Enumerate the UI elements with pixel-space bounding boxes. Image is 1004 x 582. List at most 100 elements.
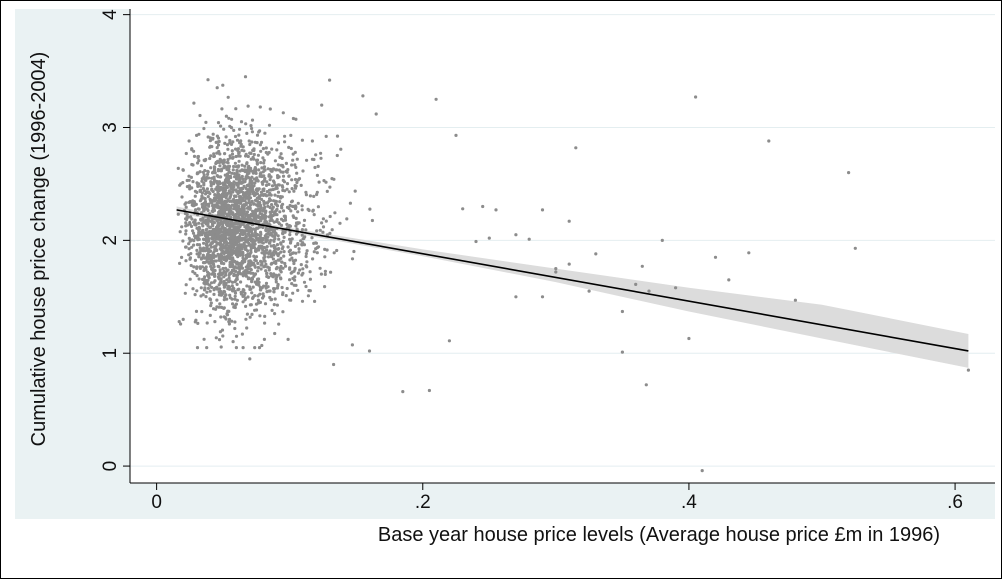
data-point — [207, 261, 211, 265]
data-point — [234, 225, 238, 229]
data-point — [249, 186, 253, 190]
data-point — [187, 247, 191, 251]
data-point — [209, 200, 213, 204]
data-point — [319, 151, 323, 155]
data-point — [210, 176, 214, 180]
data-point — [197, 277, 201, 281]
data-point — [210, 266, 214, 270]
data-point — [187, 242, 191, 246]
data-point — [243, 298, 247, 302]
data-point — [260, 343, 264, 348]
data-point — [208, 313, 212, 317]
data-point — [218, 243, 222, 247]
data-point — [279, 242, 283, 246]
data-point — [187, 178, 191, 182]
data-point — [271, 257, 275, 261]
data-point — [254, 208, 258, 212]
data-point — [222, 306, 226, 310]
data-point — [227, 165, 231, 169]
data-point — [208, 197, 212, 201]
data-point — [263, 178, 267, 182]
data-point — [250, 199, 254, 203]
data-point — [281, 291, 285, 295]
data-point — [233, 280, 237, 284]
data-point — [264, 201, 268, 205]
data-point — [260, 174, 264, 178]
data-point — [269, 254, 273, 258]
data-point — [302, 280, 307, 284]
data-point — [185, 212, 189, 217]
data-point — [285, 222, 289, 226]
data-point — [230, 280, 235, 284]
data-point — [300, 273, 304, 277]
data-point — [283, 264, 288, 268]
data-point — [266, 265, 270, 269]
data-point — [195, 190, 199, 194]
data-point — [230, 249, 234, 253]
data-point — [226, 95, 230, 99]
data-point — [219, 245, 223, 250]
data-point — [239, 142, 243, 146]
data-point — [282, 250, 286, 254]
data-point — [237, 195, 241, 199]
data-point — [634, 282, 638, 286]
data-point — [184, 221, 188, 225]
data-point — [310, 139, 314, 143]
data-point — [335, 248, 339, 253]
data-point — [273, 245, 277, 249]
data-point — [219, 238, 223, 242]
data-point — [252, 193, 256, 198]
data-point — [293, 163, 297, 167]
data-point — [262, 206, 266, 210]
data-point — [243, 170, 247, 174]
data-point — [246, 271, 250, 275]
data-point — [240, 163, 244, 167]
data-point — [295, 171, 299, 175]
y-tick-label: 4 — [100, 9, 121, 20]
data-point — [211, 233, 215, 237]
data-point — [220, 254, 224, 259]
data-point — [227, 317, 232, 321]
data-point — [255, 162, 259, 166]
data-point — [254, 171, 258, 175]
data-point — [202, 173, 206, 177]
data-point — [231, 340, 235, 344]
data-point — [286, 245, 290, 249]
data-point — [316, 205, 320, 209]
data-point — [250, 126, 254, 131]
data-point — [374, 112, 378, 116]
data-point — [261, 241, 265, 245]
data-point — [299, 183, 303, 187]
data-point — [203, 275, 207, 279]
data-point — [273, 159, 277, 163]
data-point — [275, 148, 279, 152]
data-point — [177, 320, 181, 324]
data-point — [283, 214, 287, 218]
data-point — [240, 181, 244, 185]
data-point — [272, 290, 276, 294]
data-point — [208, 156, 212, 161]
data-point — [206, 230, 211, 234]
data-point — [210, 285, 214, 289]
data-point — [300, 233, 304, 237]
data-point — [249, 239, 254, 243]
data-point — [293, 177, 298, 182]
data-point — [238, 267, 242, 272]
data-point — [279, 277, 283, 281]
data-point — [185, 223, 190, 227]
data-point — [224, 233, 228, 238]
data-point — [197, 233, 201, 237]
data-point — [236, 255, 240, 259]
data-point — [276, 234, 280, 238]
data-point — [230, 149, 234, 153]
data-point — [270, 210, 274, 214]
y-tick-label: 1 — [100, 348, 121, 359]
data-point — [208, 226, 212, 230]
data-point — [232, 197, 236, 201]
data-point — [233, 249, 237, 254]
data-point — [257, 215, 261, 219]
data-point — [230, 171, 234, 175]
data-point — [193, 223, 197, 227]
data-point — [295, 227, 299, 231]
data-point — [233, 175, 237, 179]
